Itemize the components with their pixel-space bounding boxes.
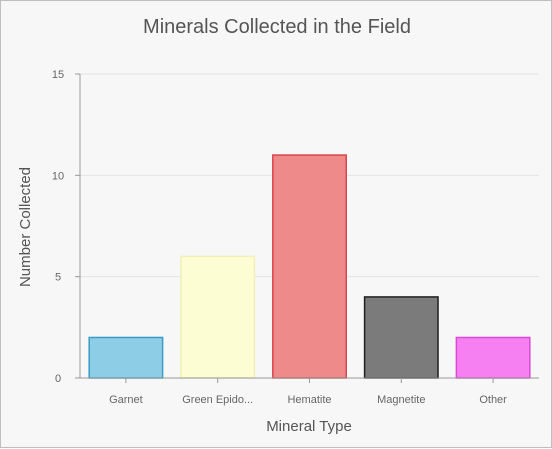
x-tick-label: Hematite — [287, 394, 331, 406]
x-axis-ticks: Garnet Green Epido... Hematite Magnetite Oth… — [109, 378, 507, 406]
x-tick-label: Other — [479, 394, 507, 406]
chart-title: Minerals Collected in the Field — [143, 16, 411, 38]
bar-magnetite — [363, 296, 439, 379]
y-tick-label: 0 — [55, 373, 61, 385]
bar-garnet — [88, 336, 164, 379]
x-tick-label: Garnet — [109, 394, 143, 406]
bar-hematite — [272, 154, 347, 379]
bar-green-epido — [180, 255, 256, 379]
x-tick-label: Magnetite — [377, 394, 425, 406]
x-tick-label: Green Epido... — [182, 394, 253, 406]
y-tick-label: 10 — [52, 170, 64, 182]
y-axis-ticks: 0 5 10 15 — [52, 69, 80, 385]
bar-other — [455, 336, 531, 379]
bars — [88, 154, 531, 379]
y-axis-label: Number Collected — [17, 167, 34, 287]
x-axis-label: Mineral Type — [266, 418, 352, 435]
y-tick-label: 5 — [55, 272, 61, 284]
y-tick-label: 15 — [52, 69, 64, 81]
